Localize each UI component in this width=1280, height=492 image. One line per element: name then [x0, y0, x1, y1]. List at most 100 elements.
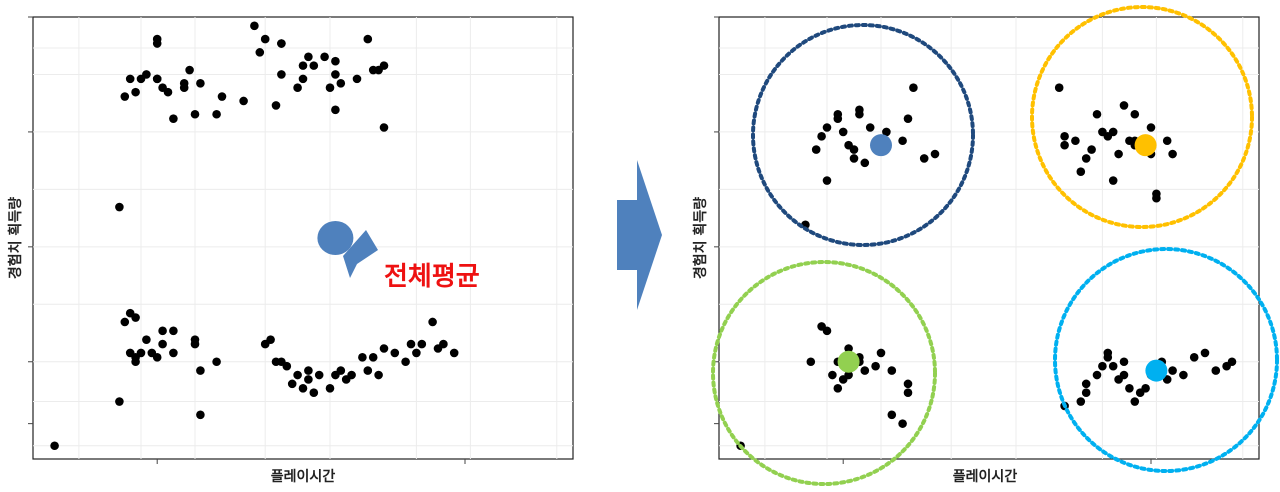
data-point — [50, 441, 59, 451]
data-point — [898, 419, 907, 428]
data-point — [347, 370, 356, 380]
data-point — [217, 92, 227, 101]
data-point — [849, 145, 859, 154]
data-point — [379, 123, 389, 132]
data-point — [169, 326, 178, 336]
data-point — [304, 366, 313, 375]
data-point — [838, 127, 848, 137]
data-point — [169, 114, 178, 123]
left-chart: 전체평균 플레이시간 경험치 획득량 — [7, 16, 574, 485]
data-point — [1211, 366, 1221, 375]
cluster-circle — [711, 260, 937, 486]
data-point — [844, 370, 853, 380]
cluster-circle — [1053, 247, 1279, 473]
data-point — [158, 339, 167, 349]
right-axis-ticks — [714, 16, 1152, 464]
data-point — [1227, 357, 1237, 367]
data-point — [822, 176, 832, 185]
data-point — [898, 136, 907, 146]
data-point — [368, 353, 378, 362]
data-point — [887, 366, 897, 375]
data-point — [390, 348, 400, 358]
cluster-circle — [1030, 5, 1254, 229]
data-point — [190, 109, 200, 119]
data-point — [833, 114, 843, 123]
data-point — [1081, 379, 1091, 389]
data-point — [239, 96, 248, 106]
left-x-axis-title: 플레이시간 — [271, 468, 336, 485]
data-point — [282, 361, 292, 371]
data-point — [903, 114, 913, 123]
data-point — [1060, 132, 1069, 141]
data-point — [1108, 176, 1118, 185]
data-point — [196, 79, 205, 88]
data-point — [190, 335, 200, 344]
data-point — [1130, 397, 1140, 406]
cluster-centroids — [837, 134, 1168, 382]
data-point — [336, 79, 346, 88]
transition-arrow — [617, 160, 662, 310]
data-point — [142, 70, 151, 79]
data-point — [250, 21, 259, 31]
data-point — [1179, 370, 1188, 380]
right-y-axis-title: 경험치 획득량 — [692, 197, 709, 279]
data-point — [336, 366, 346, 375]
data-point — [1103, 348, 1113, 358]
data-point — [179, 79, 189, 88]
data-point — [379, 61, 389, 70]
data-point — [331, 70, 340, 79]
data-point — [1092, 370, 1102, 380]
cluster-centroid — [837, 350, 860, 373]
data-point — [1119, 357, 1129, 367]
data-point — [1060, 140, 1069, 150]
left-plot-area — [32, 16, 574, 460]
data-point — [1200, 348, 1210, 358]
data-point — [255, 48, 265, 57]
data-point — [1054, 83, 1064, 93]
data-point — [844, 344, 853, 353]
data-point — [871, 361, 880, 371]
data-point — [120, 92, 130, 101]
data-point — [412, 348, 421, 358]
data-point — [358, 353, 367, 362]
data-point — [131, 87, 140, 97]
data-point — [919, 154, 929, 163]
mean-annotation: 전체평균 — [384, 262, 480, 292]
data-point — [293, 83, 302, 93]
data-point — [212, 357, 221, 367]
cluster-centroid — [870, 134, 892, 157]
data-point — [828, 370, 837, 380]
cluster-centroid — [1145, 359, 1168, 382]
right-plot-area — [718, 16, 1260, 460]
data-point — [260, 34, 270, 44]
data-point — [417, 339, 427, 349]
data-point — [314, 370, 324, 380]
data-point — [304, 375, 313, 384]
data-point — [115, 202, 124, 212]
data-point — [887, 410, 897, 420]
data-point — [158, 326, 167, 336]
data-point — [833, 383, 843, 393]
data-point — [1087, 145, 1096, 154]
data-point — [325, 383, 335, 393]
data-point — [1081, 154, 1091, 163]
data-point — [185, 65, 194, 75]
data-point — [449, 348, 459, 358]
data-point — [1168, 366, 1177, 375]
left-gridlines — [33, 17, 573, 459]
data-point — [266, 335, 275, 344]
data-point — [822, 123, 832, 132]
data-point — [131, 313, 140, 322]
data-point — [401, 357, 410, 367]
data-point — [115, 397, 124, 406]
data-point — [325, 83, 335, 93]
data-point — [1071, 136, 1080, 146]
data-point — [1081, 388, 1091, 398]
data-point — [271, 101, 281, 110]
data-point — [1119, 370, 1129, 380]
data-point — [1098, 361, 1107, 371]
data-point — [287, 379, 297, 389]
data-point — [801, 220, 810, 230]
left-points — [50, 21, 459, 451]
data-point — [1108, 361, 1118, 371]
